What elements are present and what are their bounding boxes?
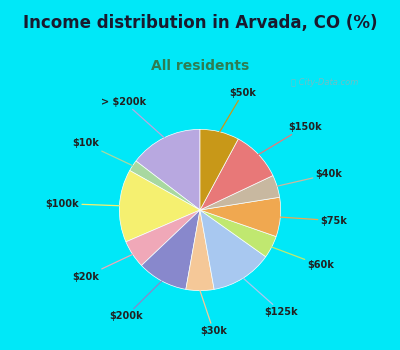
Wedge shape [200,210,266,289]
Wedge shape [126,210,200,266]
Text: $50k: $50k [220,88,256,132]
Wedge shape [186,210,214,290]
Wedge shape [142,210,200,289]
Text: All residents: All residents [151,60,249,74]
Text: $40k: $40k [277,169,342,186]
Text: $150k: $150k [258,122,321,154]
Text: > $200k: > $200k [101,97,164,138]
Text: $75k: $75k [280,216,347,226]
Wedge shape [119,170,200,242]
Text: $100k: $100k [46,198,120,209]
Text: ⓘ City-Data.com: ⓘ City-Data.com [290,78,358,88]
Text: $60k: $60k [272,247,334,271]
Wedge shape [130,161,200,210]
Wedge shape [136,130,200,210]
Text: $125k: $125k [243,278,298,317]
Text: $30k: $30k [200,290,227,336]
Wedge shape [200,176,280,210]
Wedge shape [200,197,281,237]
Wedge shape [200,139,273,210]
Text: Income distribution in Arvada, CO (%): Income distribution in Arvada, CO (%) [23,14,377,32]
Wedge shape [200,210,276,257]
Text: $20k: $20k [72,254,133,281]
Text: $200k: $200k [109,281,162,322]
Text: $10k: $10k [72,139,133,166]
Wedge shape [200,130,238,210]
